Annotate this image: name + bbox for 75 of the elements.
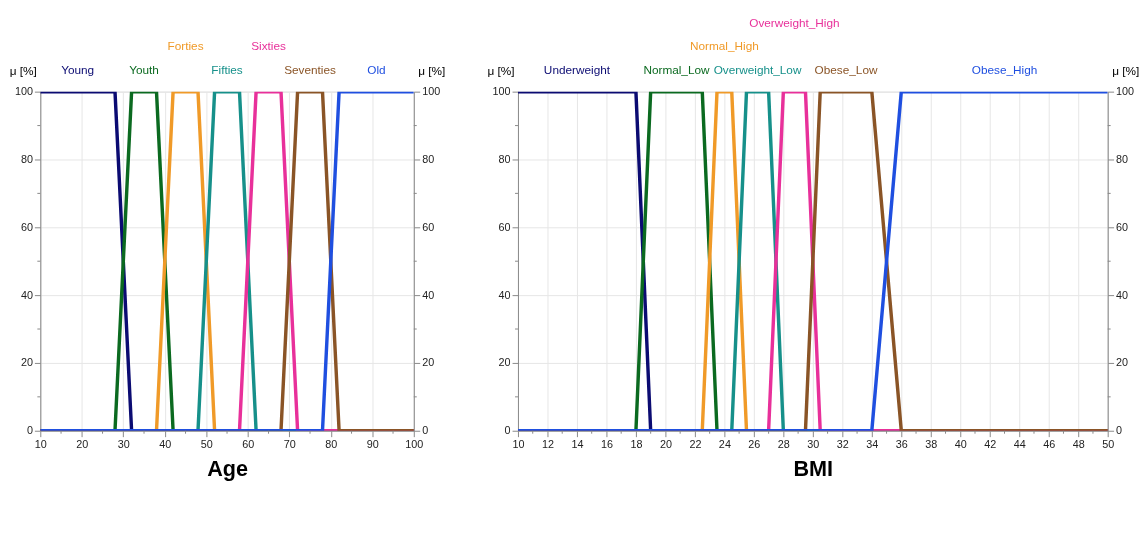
x-tick-label: 32	[836, 437, 849, 450]
y-tick-label: 100	[492, 85, 511, 98]
y-tick-label: 100	[14, 85, 33, 98]
x-tick-label: 40	[954, 437, 967, 450]
series-label: Old	[367, 62, 386, 76]
series-label: Overweight_Low	[713, 62, 802, 76]
x-tick-label: 40	[159, 437, 172, 450]
y-tick-label: 0	[504, 424, 511, 437]
y2-tick-label: 80	[1116, 152, 1129, 165]
y2-tick-label: 60	[1116, 220, 1129, 233]
x-tick-label: 20	[659, 437, 672, 450]
x-tick-label: 42	[984, 437, 997, 450]
y-axis-title: μ [%]	[9, 64, 37, 78]
x-tick-label: 50	[1102, 437, 1115, 450]
y2-tick-label: 40	[422, 288, 435, 301]
series-label: Youth	[129, 62, 159, 76]
x-tick-label: 14	[571, 437, 584, 450]
x-tick-label: 20	[76, 437, 89, 450]
x-tick-label: 44	[1013, 437, 1026, 450]
x-tick-label: 60	[242, 437, 255, 450]
y-tick-label: 60	[498, 220, 511, 233]
x-tick-label: 50	[200, 437, 213, 450]
x-tick-label: 16	[600, 437, 613, 450]
x-tick-label: 34	[866, 437, 879, 450]
series-label: Fifties	[211, 62, 243, 76]
y-tick-label: 80	[20, 152, 33, 165]
y-tick-label: 60	[20, 220, 33, 233]
x-tick-label: 18	[630, 437, 643, 450]
x-tick-label: 28	[777, 437, 790, 450]
y2-tick-label: 100	[422, 85, 441, 98]
series-label: Obese_High	[971, 62, 1038, 76]
x-tick-label: 26	[748, 437, 761, 450]
y-tick-label: 40	[498, 288, 511, 301]
text: Overweight_High	[749, 15, 840, 29]
x-tick-label: 30	[807, 437, 820, 450]
y2-axis-title: μ [%]	[418, 64, 446, 78]
x-tick-label: 24	[718, 437, 731, 450]
x-tick-label: 70	[283, 437, 296, 450]
series-label: Underweight	[543, 62, 611, 76]
y2-tick-label: 60	[422, 220, 435, 233]
series-label: Seventies	[284, 62, 337, 76]
x-tick-label: 100	[405, 437, 424, 450]
series-label: Obese_Low	[814, 62, 878, 76]
text: Sixties	[251, 39, 286, 53]
x-tick-label: 46	[1043, 437, 1056, 450]
y-axis-title: μ [%]	[487, 64, 515, 78]
y2-tick-label: 80	[422, 152, 435, 165]
y2-tick-label: 20	[422, 356, 435, 369]
x-tick-label: 90	[366, 437, 379, 450]
x-tick-label: 38	[925, 437, 938, 450]
y2-tick-label: 20	[1116, 356, 1129, 369]
y2-tick-label: 100	[1116, 85, 1135, 98]
x-axis-title: Age	[207, 456, 248, 482]
x-tick-label: 48	[1072, 437, 1085, 450]
text: Forties	[167, 39, 204, 53]
y2-axis-title: μ [%]	[1112, 64, 1140, 78]
series-label: Normal_Low	[643, 62, 711, 76]
y2-tick-label: 0	[422, 424, 429, 437]
x-tick-label: 12	[541, 437, 554, 450]
y2-tick-label: 0	[1116, 424, 1123, 437]
x-tick-label: 10	[34, 437, 47, 450]
y-tick-label: 20	[498, 356, 511, 369]
text: Normal_High	[690, 39, 759, 53]
x-tick-label: 10	[512, 437, 525, 450]
y2-tick-label: 40	[1116, 288, 1129, 301]
x-axis-title: BMI	[793, 456, 834, 482]
y-tick-label: 40	[20, 288, 33, 301]
x-tick-label: 30	[117, 437, 130, 450]
x-tick-label: 80	[325, 437, 338, 450]
x-tick-label: 22	[689, 437, 702, 450]
series-label: Young	[61, 62, 95, 76]
y-tick-label: 80	[498, 152, 511, 165]
y-tick-label: 20	[20, 356, 33, 369]
x-tick-label: 36	[895, 437, 908, 450]
y-tick-label: 0	[26, 424, 33, 437]
